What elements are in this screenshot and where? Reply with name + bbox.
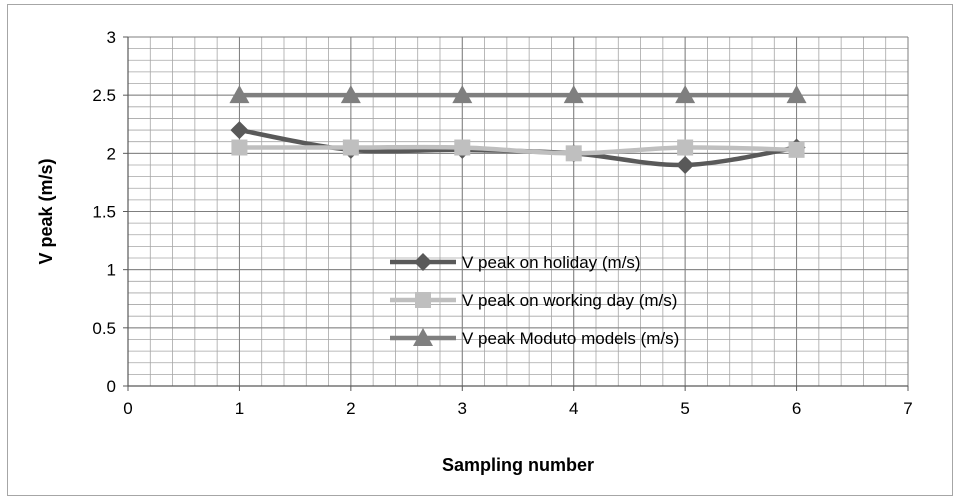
series-3 xyxy=(229,85,807,104)
y-tick-label: 2 xyxy=(107,144,116,163)
data-point xyxy=(788,141,805,158)
legend-marker xyxy=(414,253,432,271)
x-tick-label: 2 xyxy=(346,399,355,418)
data-point xyxy=(454,139,471,156)
x-tick-label: 1 xyxy=(235,399,244,418)
data-point xyxy=(677,139,694,156)
legend-label: V peak on holiday (m/s) xyxy=(462,253,641,272)
data-point xyxy=(676,155,695,174)
y-tick-label: 1 xyxy=(107,261,116,280)
legend-label: V peak on working day (m/s) xyxy=(462,291,677,310)
y-tick-label: 0 xyxy=(107,377,116,396)
x-axis-title: Sampling number xyxy=(442,455,594,475)
series-line xyxy=(239,144,797,156)
chart-frame xyxy=(7,4,953,496)
x-tick-label: 4 xyxy=(569,399,578,418)
y-tick-label: 3 xyxy=(107,28,116,47)
x-tick-labels: 0 1 2 3 4 5 6 7 xyxy=(123,399,912,418)
x-tick-label: 5 xyxy=(680,399,689,418)
x-tick-label: 6 xyxy=(792,399,801,418)
legend-marker xyxy=(413,328,433,346)
legend-label: V peak Moduto models (m/s) xyxy=(462,329,679,348)
data-point xyxy=(229,85,250,104)
legend: V peak on holiday (m/s) V peak on working… xyxy=(390,253,679,348)
data-point xyxy=(340,85,361,104)
data-point xyxy=(342,139,359,156)
y-tick-labels: 0 0.5 1 1.5 2 2.5 3 xyxy=(92,28,116,396)
data-point xyxy=(565,145,582,162)
legend-marker xyxy=(415,292,431,308)
y-axis-title: V peak (m/s) xyxy=(36,158,56,264)
x-tick-label: 3 xyxy=(458,399,467,418)
series-2 xyxy=(231,139,805,162)
data-point xyxy=(452,85,473,104)
y-tick-label: 1.5 xyxy=(92,203,116,222)
data-point xyxy=(563,85,584,104)
data-point xyxy=(786,85,807,104)
data-point xyxy=(231,139,248,156)
data-point xyxy=(230,121,249,140)
y-tick-label: 0.5 xyxy=(92,319,116,338)
x-tick-label: 0 xyxy=(123,399,132,418)
axes xyxy=(123,36,909,391)
series-layer xyxy=(229,85,807,174)
data-point xyxy=(675,85,696,104)
x-tick-label: 7 xyxy=(903,399,912,418)
y-tick-label: 2.5 xyxy=(92,86,116,105)
